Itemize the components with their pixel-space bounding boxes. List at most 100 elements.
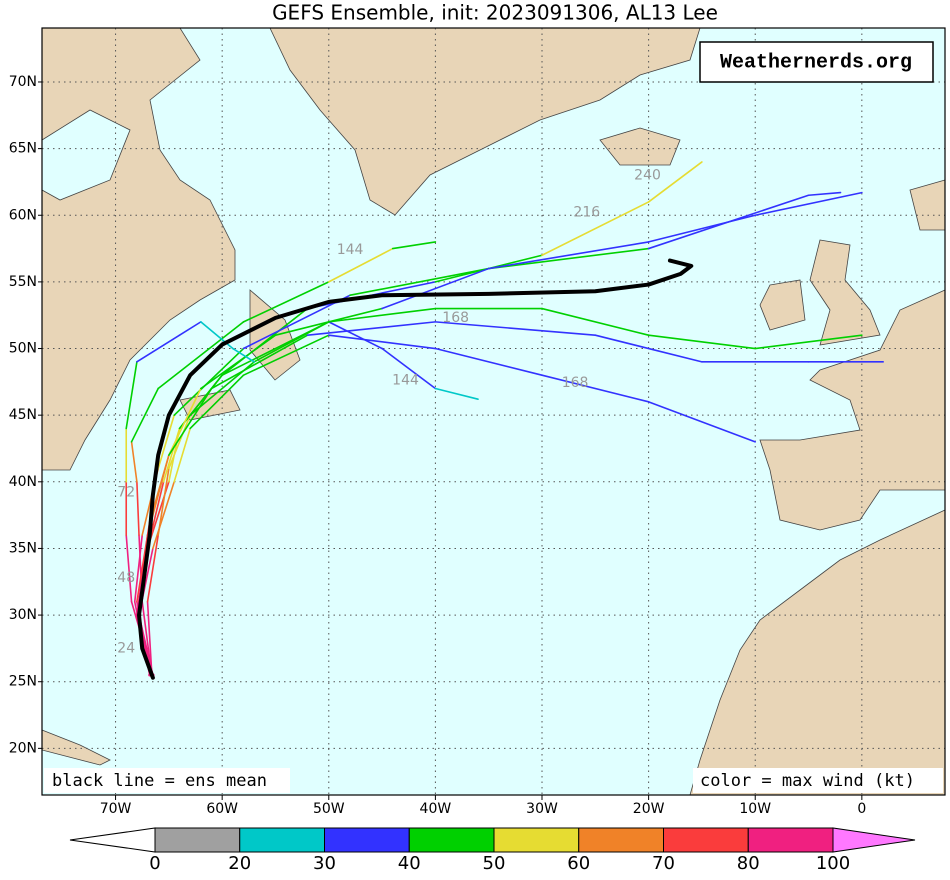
member-track-segment: [152, 481, 175, 550]
y-tick-label: 60N: [9, 207, 37, 223]
member-track-segment: [306, 321, 437, 336]
colorbar: 0 20 30 40 50 60 70 80 100: [69, 827, 916, 874]
member-track-segment: [125, 534, 133, 603]
title: GEFS Ensemble, init: 2023091306, AL13 Le…: [272, 1, 718, 25]
member-track-segment: [242, 281, 330, 323]
logo: Weathernerds.org: [720, 51, 912, 74]
colorbar-segment: [239, 827, 325, 853]
member-track-segment: [754, 334, 863, 350]
hour-label: 144: [337, 242, 364, 258]
member-track-segment: [242, 334, 330, 376]
member-track-segment: [189, 374, 245, 430]
tracks: 24 48 72 144 144 168 168 216 240: [117, 161, 884, 680]
colorbar-label: 40: [398, 853, 421, 874]
member-track-segment: [381, 347, 437, 390]
x-tick-label: 60W: [206, 801, 238, 817]
colorbar-segment: [493, 827, 580, 853]
note-box: [44, 768, 290, 793]
member-track-segment: [647, 401, 757, 443]
member-track-segment: [168, 387, 213, 456]
member-track-segment: [807, 191, 842, 197]
colorbar-over: [832, 827, 916, 853]
colorbar-label: 20: [228, 853, 251, 874]
colorbar-label: 60: [567, 853, 590, 874]
hour-label: 216: [573, 205, 600, 221]
member-track-segment: [487, 241, 650, 270]
member-track-segment: [594, 334, 703, 363]
hour-label: 48: [117, 570, 135, 586]
member-track-segment: [327, 247, 394, 283]
member-track-segment: [327, 334, 437, 350]
x-tick-label: 0: [857, 801, 866, 817]
member-track-segment: [157, 321, 245, 390]
member-track-segment: [146, 600, 153, 675]
colorbar-segment: [324, 827, 410, 853]
y-tick-label: 20N: [9, 740, 37, 756]
member-track-segment: [647, 161, 703, 203]
member-track-segment: [157, 414, 175, 470]
nova-scotia: [179, 389, 241, 421]
member-track-segment: [157, 467, 170, 536]
colorbar-label: 70: [652, 853, 675, 874]
hour-label: 168: [442, 310, 469, 326]
member-track-segment: [647, 214, 757, 243]
hour-label: 168: [562, 375, 589, 391]
colorbar-label: 100: [816, 853, 850, 874]
land: [41, 27, 946, 796]
member-track-segment: [647, 334, 757, 350]
member-track-segment: [136, 334, 181, 363]
y-tick-label: 35N: [9, 540, 37, 556]
y-tick-label: 70N: [9, 74, 37, 90]
member-track-segment: [381, 267, 490, 310]
member-track-segment: [133, 534, 144, 603]
member-track-segment: [125, 361, 138, 430]
colorbar-segment: [747, 827, 834, 853]
hour-label: 144: [392, 373, 419, 389]
x-tick-label: 70W: [100, 801, 132, 817]
member-track-segment: [327, 321, 383, 350]
member-track-segment: [242, 294, 351, 350]
member-track-segment: [487, 247, 650, 270]
ireland: [759, 279, 806, 331]
hour-label: 24: [117, 640, 135, 656]
x-tick-label: 50W: [313, 801, 345, 817]
member-track-segment: [754, 191, 863, 217]
member-track-segment: [168, 387, 202, 456]
logo-box: [699, 41, 934, 83]
x-tick-label: 30W: [526, 801, 558, 817]
member-track-segment: [434, 387, 479, 400]
x-tick-label: 40W: [420, 801, 452, 817]
member-track-segment: [178, 321, 202, 336]
member-track-segment: [221, 321, 330, 376]
member-track-segment: [541, 307, 650, 336]
member-track-segment: [136, 481, 140, 536]
color-note: color = max wind (kt): [700, 771, 915, 791]
member-track-segment: [130, 441, 138, 483]
member-track-segment: [541, 201, 650, 257]
member-track-segment: [327, 307, 437, 323]
member-track-segment: [541, 374, 650, 403]
colorbar-label: 50: [483, 853, 506, 874]
member-track-segment: [210, 334, 309, 390]
member-track-segment: [434, 347, 543, 376]
y-tick-label: 55N: [9, 274, 37, 290]
member-track-segment: [136, 520, 151, 603]
note-box: [693, 768, 943, 793]
member-track-segment: [349, 267, 490, 297]
europe: [759, 289, 946, 531]
member-track-segment: [232, 347, 255, 363]
colorbar-segment: [154, 827, 241, 853]
greenland: [269, 27, 701, 216]
x-tick-label: 10W: [739, 801, 771, 817]
colorbar-label: 80: [737, 853, 760, 874]
colorbar-label: 30: [313, 853, 336, 874]
colorbar-label: 0: [149, 853, 160, 874]
member-track-segment: [130, 387, 160, 443]
mean-track: [137, 258, 694, 680]
colorbar-segment: [663, 827, 749, 853]
y-tick-label: 45N: [9, 407, 37, 423]
member-track-segment: [200, 334, 277, 390]
member-track-segment: [434, 321, 597, 336]
y-tick-label: 25N: [9, 674, 37, 690]
